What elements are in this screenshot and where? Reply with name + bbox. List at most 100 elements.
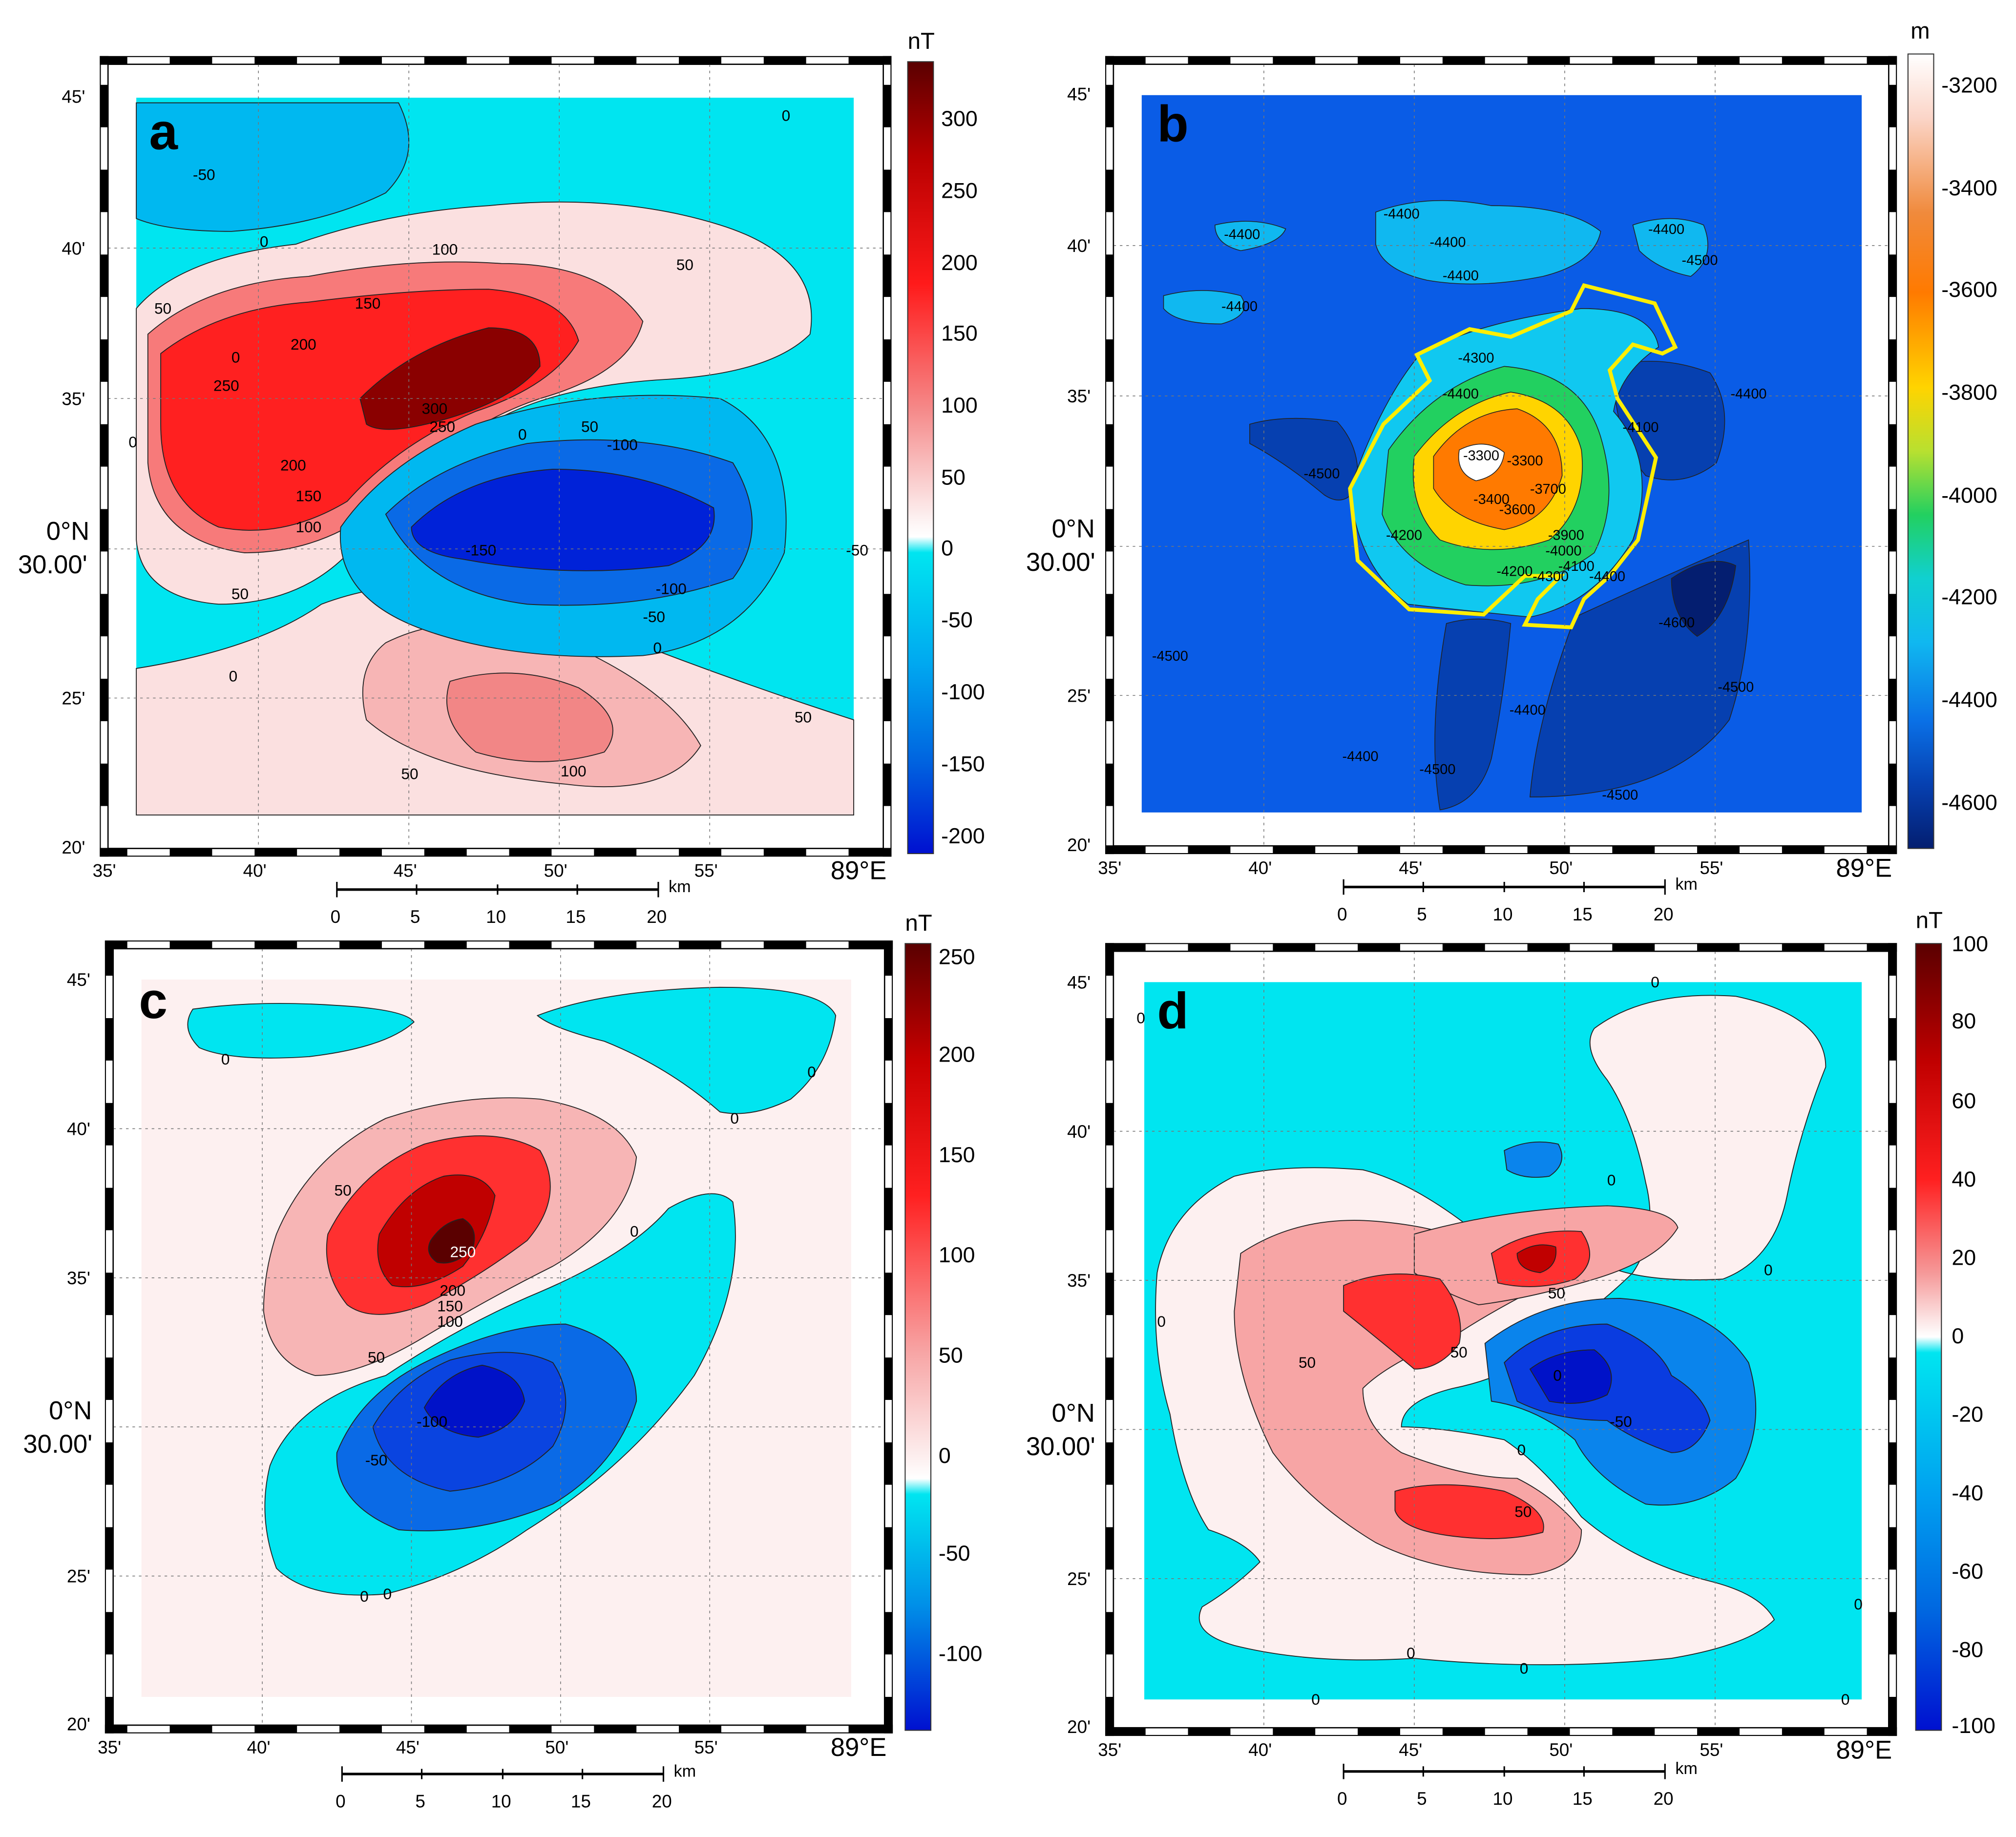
colorbar-tick: -100 bbox=[1952, 1713, 1995, 1738]
lon-tick-label: 40' bbox=[1248, 858, 1272, 878]
panel-b-gridlines bbox=[1113, 64, 1889, 846]
contour-label: 200 bbox=[280, 457, 306, 474]
contour-label: -3900 bbox=[1548, 528, 1584, 543]
contour-label: 300 bbox=[422, 400, 448, 418]
contour-label: 50 bbox=[1299, 1354, 1316, 1371]
scale-tick-label: 5 bbox=[415, 1791, 425, 1811]
panel-d-negative-blob bbox=[1504, 1141, 1562, 1178]
contour-label: -3600 bbox=[1499, 502, 1535, 518]
scale-tick-label: 10 bbox=[1492, 1789, 1512, 1809]
lat-mid-label: 0°N bbox=[46, 517, 89, 546]
contour-label: 100 bbox=[432, 240, 458, 258]
contour-label: -4500 bbox=[1152, 648, 1188, 664]
scale-tick-label: 10 bbox=[486, 907, 506, 927]
panel-a-north-negative bbox=[136, 102, 410, 232]
lat-tick-label: 45' bbox=[62, 87, 85, 107]
lat-tick-label: 45' bbox=[1067, 84, 1091, 104]
colorbar-tick: -150 bbox=[941, 752, 985, 776]
panel-c-positive-high bbox=[377, 1174, 496, 1288]
scale-unit: km bbox=[1675, 875, 1698, 894]
scale-tick-label: 15 bbox=[566, 907, 586, 927]
contour-label: 250 bbox=[213, 376, 239, 394]
contour-label: 0 bbox=[630, 1223, 639, 1240]
contour-label: 0 bbox=[260, 232, 269, 250]
lat-tick-label: 40' bbox=[1067, 236, 1091, 256]
contour-label: 50 bbox=[1514, 1503, 1532, 1520]
contour-label: 0 bbox=[1136, 1009, 1145, 1027]
contour-label: 250 bbox=[450, 1243, 476, 1261]
panel-c-colorbar: nT 250 200 150 100 50 0 -50 -100 bbox=[904, 910, 983, 1731]
panel-d-axis: 35' 40' 45' 50' 55' 89°E 45' 40' 35' 25'… bbox=[1026, 972, 1892, 1764]
lat-tick-label: 45' bbox=[67, 970, 90, 990]
colorbar-tick: 100 bbox=[939, 1243, 975, 1267]
panel-c-contour-labels: 0 0 0 50 250 200 150 100 50 0 -100 -50 0… bbox=[221, 1050, 816, 1605]
scale-tick-label: 15 bbox=[571, 1791, 591, 1811]
contour-label: 50 bbox=[1450, 1343, 1468, 1361]
panel-d-scalebar: km 0 5 10 15 20 bbox=[1337, 1759, 1698, 1809]
lon-tick-label: 35' bbox=[1098, 1740, 1121, 1760]
panel-d-positive-peak bbox=[1516, 1244, 1557, 1273]
panel-a: a 0 0 0 0 -50 50 100 50 150 200 250 300 … bbox=[18, 28, 985, 927]
contour-label: 0 bbox=[231, 348, 240, 366]
contour-label: 50 bbox=[401, 765, 418, 782]
panel-a-positive-core bbox=[359, 327, 541, 430]
contour-label: -4200 bbox=[1496, 564, 1533, 579]
contour-label: 100 bbox=[561, 762, 587, 780]
contour-label: -50 bbox=[846, 541, 868, 559]
scale-unit: km bbox=[669, 877, 691, 896]
contour-label: 0 bbox=[807, 1063, 816, 1081]
scale-tick-label: 0 bbox=[336, 1791, 346, 1811]
lat-tick-label: 40' bbox=[67, 1119, 90, 1139]
colorbar-tick: -20 bbox=[1952, 1402, 1983, 1427]
lon-tick-label: 55' bbox=[1700, 1740, 1723, 1760]
panel-c-north-neg-east bbox=[536, 986, 837, 1114]
panel-d: d 0 0 0 0 0 50 50 50 -50 50 0 0 0 0 0 0 … bbox=[1026, 908, 1995, 1809]
panel-a-map-field bbox=[136, 98, 855, 815]
colorbar-tick: -200 bbox=[941, 824, 985, 848]
colorbar-tick: 20 bbox=[1952, 1245, 1976, 1270]
panel-a-gridlines bbox=[108, 64, 883, 849]
lat-tick-label: 20' bbox=[67, 1714, 90, 1734]
scale-tick-label: 5 bbox=[410, 907, 420, 927]
contour-label: -3400 bbox=[1473, 492, 1510, 507]
panel-b-south-deep-west bbox=[1434, 618, 1512, 811]
lat-mid-label: 30.00' bbox=[23, 1430, 92, 1459]
scale-tick-label: 10 bbox=[491, 1791, 511, 1811]
lon-tick-label: 55' bbox=[694, 860, 718, 880]
panel-b-north-shoal bbox=[1375, 200, 1601, 285]
contour-label: 0 bbox=[360, 1587, 369, 1605]
colorbar-tick: -60 bbox=[1952, 1559, 1983, 1584]
lat-tick-label: 20' bbox=[1067, 835, 1091, 855]
panel-b-scalebar: km 0 5 10 15 20 bbox=[1337, 875, 1698, 924]
lat-tick-label: 35' bbox=[67, 1268, 90, 1288]
panel-b-study-outline bbox=[1348, 283, 1678, 629]
scale-tick-label: 0 bbox=[1337, 1789, 1347, 1809]
lat-tick-label: 45' bbox=[1067, 972, 1091, 992]
lat-tick-label: 20' bbox=[62, 837, 85, 857]
contour-label: 0 bbox=[229, 667, 238, 685]
panel-d-colorbar: nT 100 80 60 40 20 0 -20 -40 -60 -80 -10… bbox=[1915, 908, 1995, 1738]
lon-tick-label: 35' bbox=[93, 860, 116, 880]
panel-c-frame-left bbox=[105, 940, 114, 1733]
scale-unit: km bbox=[1675, 1759, 1698, 1778]
lat-mid-label: 30.00' bbox=[1026, 1432, 1095, 1461]
scale-tick-label: 20 bbox=[647, 907, 667, 927]
panel-b-letter: b bbox=[1157, 96, 1188, 153]
colorbar-tick: 50 bbox=[941, 465, 966, 489]
lat-mid-label: 0°N bbox=[49, 1396, 92, 1425]
scale-tick-label: 10 bbox=[1492, 904, 1512, 924]
colorbar-tick: 0 bbox=[1952, 1324, 1964, 1348]
panel-a-south-core bbox=[446, 672, 613, 762]
colorbar-tick: -4200 bbox=[1941, 584, 1997, 609]
colorbar-tick: -100 bbox=[939, 1641, 983, 1666]
contour-label: 50 bbox=[1548, 1284, 1565, 1302]
contour-label: 150 bbox=[296, 487, 322, 505]
lat-tick-label: 25' bbox=[62, 689, 85, 709]
contour-label: -4500 bbox=[1681, 252, 1718, 268]
contour-label: 0 bbox=[1651, 973, 1659, 991]
scale-unit: km bbox=[674, 1762, 696, 1780]
panel-a-negative-core bbox=[411, 468, 715, 571]
colorbar-unit: m bbox=[1911, 18, 1930, 44]
colorbar-tick: -4400 bbox=[1941, 688, 1997, 712]
